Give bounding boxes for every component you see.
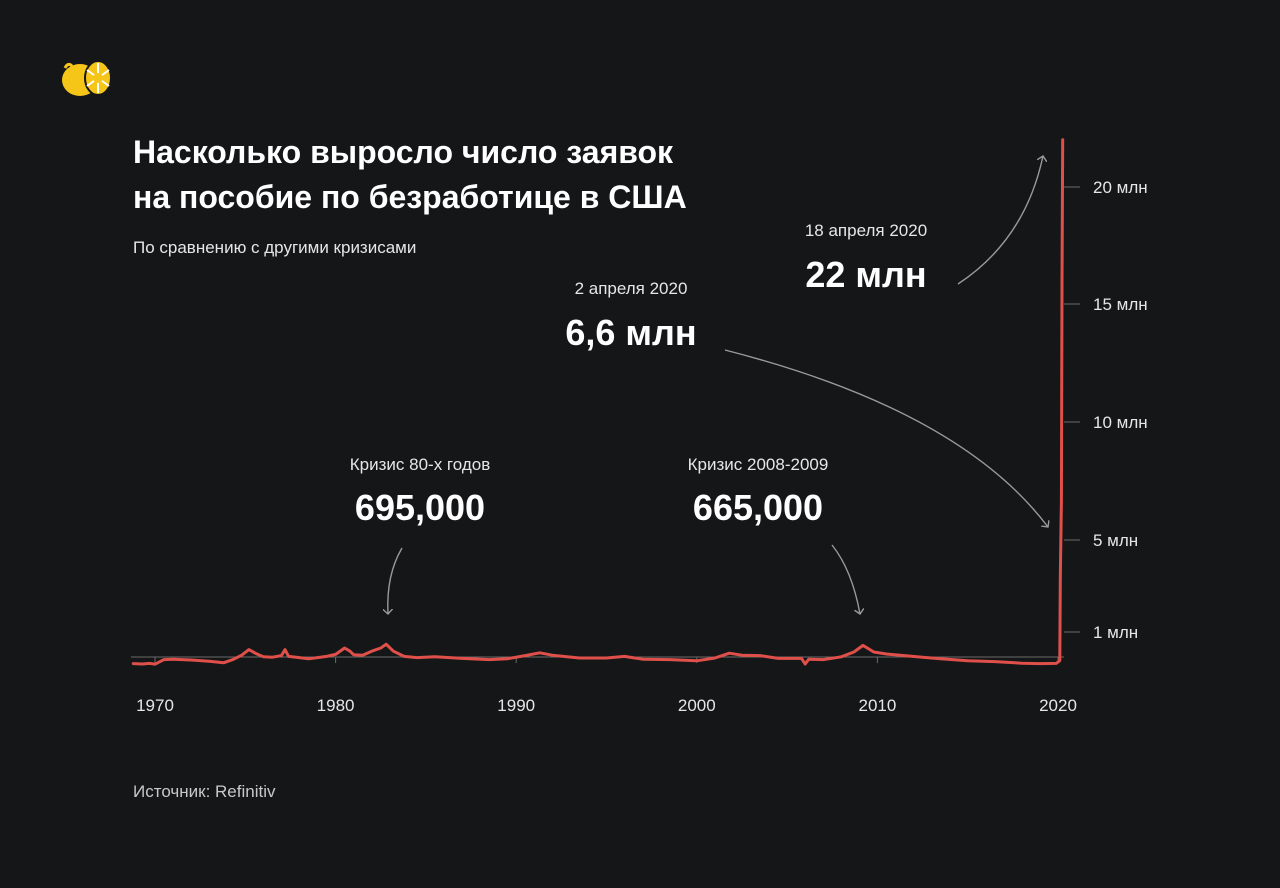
x-tick-label-1980: 1980	[317, 696, 355, 715]
annotation-arrow-crisis-2008	[831, 544, 860, 614]
annotation-caption-crisis-80s: Кризис 80-х годов	[350, 455, 490, 474]
x-tick-label-2020: 2020	[1039, 696, 1077, 715]
y-tick-label-20000000: 20 млн	[1093, 178, 1148, 197]
y-tick-label-15000000: 15 млн	[1093, 295, 1148, 314]
series-line-unemployment-claims	[131, 138, 1065, 666]
page-title: Насколько выросло число заявок на пособи…	[133, 130, 833, 220]
title-line-1: Насколько выросло число заявок	[133, 134, 674, 170]
annotation-value-april-18: 22 млн	[805, 254, 926, 295]
title-line-2: на пособие по безработице в США	[133, 179, 687, 215]
x-tick-label-1990: 1990	[497, 696, 535, 715]
x-tick-label-2010: 2010	[858, 696, 896, 715]
annotation-arrow-crisis-80s	[388, 547, 403, 614]
annotation-caption-april-2: 2 апреля 2020	[575, 279, 688, 298]
annotation-arrow-april-18	[957, 156, 1043, 285]
lemon-icon	[62, 60, 112, 96]
x-tick-label-1970: 1970	[136, 696, 174, 715]
annotation-value-crisis-2008: 665,000	[693, 487, 823, 528]
source-note: Источник: Refinitiv	[133, 782, 276, 801]
x-tick-label-2000: 2000	[678, 696, 716, 715]
y-tick-label-10000000: 10 млн	[1093, 413, 1148, 432]
x-axis-ticks: 1970 1980 1990 2000 2010 2020	[136, 657, 1077, 715]
annotation-value-april-2: 6,6 млн	[565, 312, 696, 353]
annotation-arrow-april-2	[724, 349, 1048, 527]
y-tick-label-5000000: 5 млн	[1093, 531, 1138, 550]
y-tick-label-1000000: 1 млн	[1093, 623, 1138, 642]
page-subtitle: По сравнению с другими кризисами	[133, 238, 417, 257]
annotation-value-crisis-80s: 695,000	[355, 487, 485, 528]
annotation-arrows	[388, 156, 1048, 614]
y-axis-ticks: 1 млн 5 млн 10 млн 15 млн 20 млн	[1064, 178, 1148, 642]
annotation-caption-april-18: 18 апреля 2020	[805, 221, 927, 240]
annotation-caption-crisis-2008: Кризис 2008-2009	[688, 455, 829, 474]
annotations: Кризис 80-х годов 695,000 Кризис 2008-2009…	[350, 221, 927, 528]
